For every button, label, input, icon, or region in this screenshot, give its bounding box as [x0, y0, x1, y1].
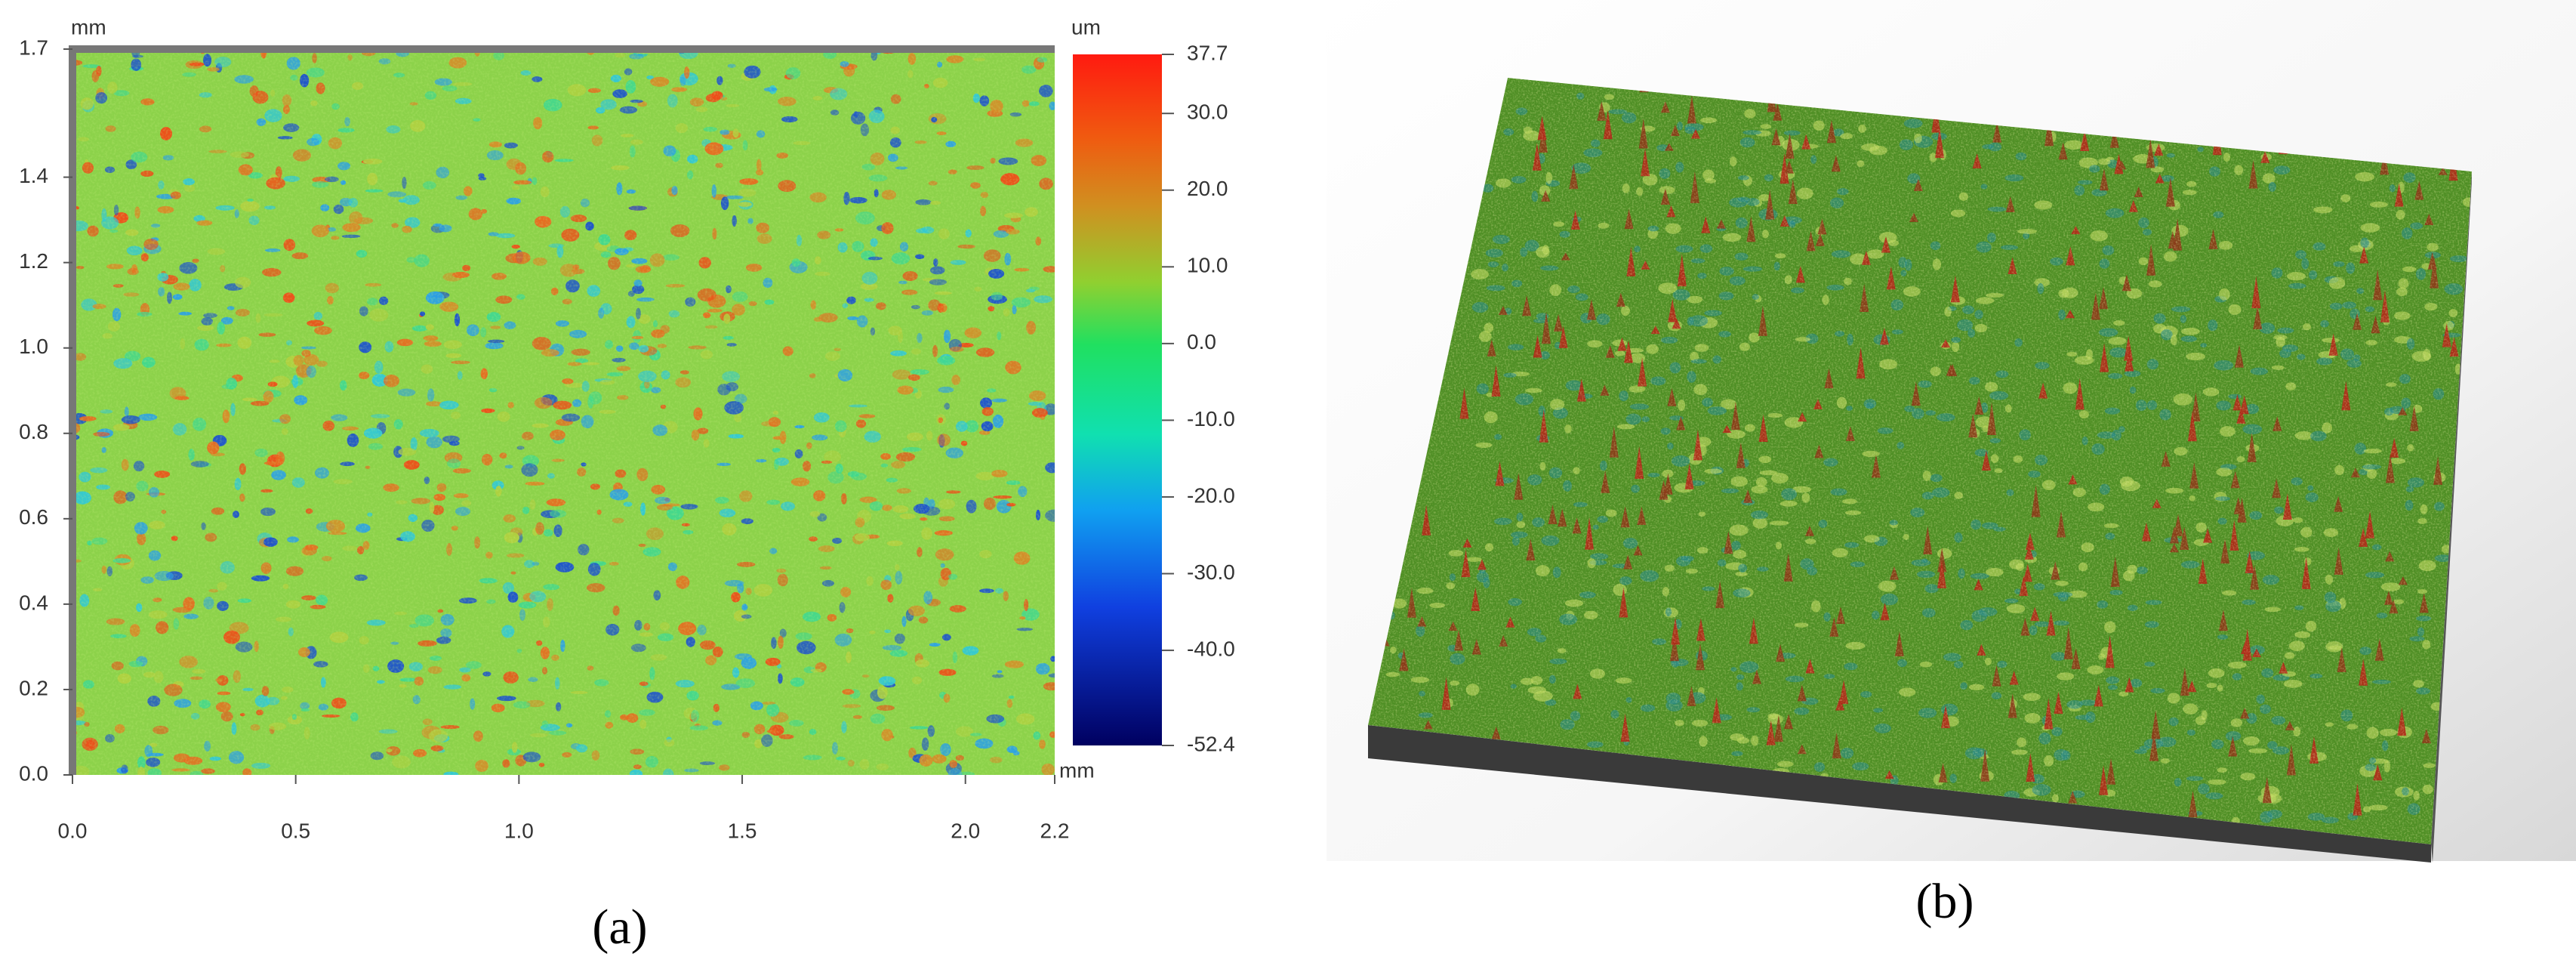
slab-side — [1368, 725, 2431, 863]
colorbar-tick-label: -20.0 — [1187, 483, 1235, 507]
colorbar-unit: um — [1071, 15, 1101, 39]
colorbar-tick-label: 0.0 — [1187, 330, 1216, 353]
y-unit: mm — [71, 15, 106, 39]
colorbar-tick-label: 30.0 — [1187, 100, 1228, 124]
x-tick-label: 0.5 — [281, 819, 310, 842]
y-tick-label: 0.4 — [19, 591, 48, 614]
y-tick-label: 0.0 — [19, 761, 48, 785]
x-tick-label: 2.2 — [1040, 819, 1070, 842]
y-tick-label: 0.2 — [19, 676, 48, 699]
x-tick-label: 1.5 — [728, 819, 757, 842]
colorbar-tick-label: 37.7 — [1187, 41, 1228, 64]
y-tick-label: 1.4 — [19, 164, 48, 187]
x-tick-label: 0.0 — [58, 819, 88, 842]
y-tick-label: 0.6 — [19, 505, 48, 529]
colorbar-tick-label: 10.0 — [1187, 254, 1228, 277]
colorbar-tick-label: -10.0 — [1187, 407, 1235, 431]
panel-label: (a) — [592, 900, 647, 955]
colorbar-tick-label: -40.0 — [1187, 637, 1235, 660]
slab-side — [2431, 171, 2472, 863]
surface-texture — [1368, 78, 2472, 844]
map-texture — [72, 49, 1055, 775]
y-tick-label: 1.0 — [19, 335, 48, 358]
x-unit: mm — [1059, 758, 1095, 782]
colorbar-tick-label: 20.0 — [1187, 177, 1228, 200]
y-tick-label: 1.7 — [19, 35, 48, 59]
y-tick-label: 1.2 — [19, 249, 48, 273]
y-tick-label: 0.8 — [19, 420, 48, 443]
x-tick-label: 1.0 — [504, 819, 534, 842]
panel-label: (b) — [1916, 874, 1974, 929]
colorbar-tick-label: -52.4 — [1187, 732, 1235, 755]
colorbar — [1073, 54, 1162, 745]
x-tick-label: 2.0 — [951, 819, 980, 842]
colorbar-tick-label: -30.0 — [1187, 560, 1235, 584]
